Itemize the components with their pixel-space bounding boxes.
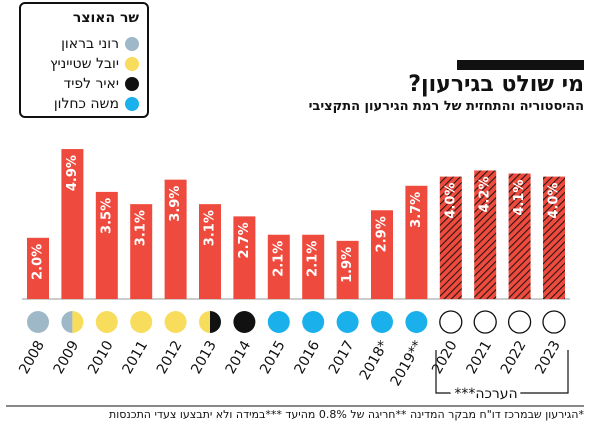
minister-dot-2012 xyxy=(164,311,187,333)
legend-item-kahlon: משה כחלון xyxy=(54,96,139,112)
bar-label-2008: 2.0% xyxy=(31,244,46,280)
bar-2013 xyxy=(199,204,221,299)
bar-label-2016: 2.1% xyxy=(306,241,321,277)
x-tick-2016: 2016 xyxy=(291,338,323,377)
bar-label-2017: 1.9% xyxy=(340,247,355,283)
bar-2023 xyxy=(543,176,565,299)
bar-label-2012: 3.9% xyxy=(168,186,183,222)
legend-label: משה כחלון xyxy=(53,96,119,112)
bar-label-2021: 4.2% xyxy=(478,176,493,212)
estimate-bracket xyxy=(435,350,569,394)
bar-2010 xyxy=(95,191,118,299)
minister-dot-2019** xyxy=(405,311,428,333)
bar-labels-group: 2.0% 4.9% 3.5% 3.1% 3.9% 3.1% 2.7% 2.1% 2.1% 1.9%… xyxy=(31,155,562,283)
bar-label-2009: 4.9% xyxy=(65,155,80,191)
title-accent-bar xyxy=(457,60,584,70)
bar-2022 xyxy=(508,173,531,299)
legend-dot xyxy=(125,37,139,51)
x-tick-2019**: 2019** xyxy=(388,338,427,389)
legend-dot xyxy=(125,57,139,71)
x-tick-2009: 2009 xyxy=(51,338,83,377)
x-tick-2020: 2020 xyxy=(429,338,461,377)
x-tick-2022: 2022 xyxy=(498,338,530,377)
legend-item-lapid: יאיר לפיד xyxy=(64,76,139,92)
bar-2008 xyxy=(27,237,49,299)
x-tick-2015: 2015 xyxy=(257,338,289,377)
x-tick-labels-group: 2008 2009 2010 2011 2012 2013 2014 2015 2016 2017… xyxy=(16,338,564,389)
legend: שר האוצר רוני בראון יובל שטייניץ יאיר לפ… xyxy=(19,2,149,118)
bar-label-2018*: 2.9% xyxy=(375,216,390,252)
minister-dot-2014 xyxy=(233,311,256,333)
footnote: *הגירעון שבמרכז דו"ח מבקר המדינה **חריגה… xyxy=(108,408,584,421)
minister-dot-2022 xyxy=(507,310,532,334)
x-tick-2018*: 2018* xyxy=(357,338,392,383)
legend-item-brown: רוני בראון xyxy=(61,36,139,52)
bar-label-2014: 2.7% xyxy=(237,222,252,258)
chart-title: מי שולט בגירעון? xyxy=(408,72,584,97)
minister-dot-2009 xyxy=(61,311,84,333)
minister-dot-2018* xyxy=(371,311,393,333)
chart-subtitle: ההיסטוריה והתחזית של רמת הגירעון התקציבי xyxy=(308,99,584,114)
x-tick-2010: 2010 xyxy=(85,338,117,377)
bar-2014 xyxy=(233,216,256,299)
minister-dot-2013 xyxy=(199,311,221,333)
minister-dot-2011 xyxy=(130,311,153,333)
bar-2015 xyxy=(267,234,290,299)
bar-2020 xyxy=(439,176,462,299)
bar-label-2023: 4.0% xyxy=(547,183,562,219)
legend-item-steinitz: יובל שטייניץ xyxy=(50,56,139,72)
bar-2021 xyxy=(474,170,497,299)
x-tick-2013: 2013 xyxy=(188,338,220,377)
bar-label-2020: 4.0% xyxy=(443,183,458,219)
x-tick-2012: 2012 xyxy=(154,338,186,377)
minister-dot-2020 xyxy=(439,310,463,334)
bar-2011 xyxy=(130,204,153,299)
bar-2018* xyxy=(371,210,393,299)
legend-dot xyxy=(125,77,139,91)
minister-dot-2010 xyxy=(95,311,118,333)
x-tick-2017: 2017 xyxy=(326,338,358,377)
bar-label-2015: 2.1% xyxy=(271,241,286,277)
bar-label-2011: 3.1% xyxy=(134,210,149,246)
minister-dot-2017 xyxy=(336,311,359,333)
legend-dot xyxy=(125,97,139,111)
x-tick-2011: 2011 xyxy=(119,338,151,377)
bar-2016 xyxy=(302,234,325,299)
bar-label-2010: 3.5% xyxy=(99,198,114,234)
minister-dots-group xyxy=(27,310,566,334)
estimate-label: הערכה*** xyxy=(454,386,517,402)
legend-label: יובל שטייניץ xyxy=(50,56,119,72)
minister-dot-2008 xyxy=(27,311,49,333)
bar-label-2019**: 3.7% xyxy=(409,192,424,228)
bar-2019** xyxy=(405,185,428,299)
minister-dot-2023 xyxy=(542,310,566,334)
x-tick-2008: 2008 xyxy=(16,338,48,377)
minister-dot-2021 xyxy=(473,310,497,334)
legend-label: רוני בראון xyxy=(61,36,119,52)
bar-label-2013: 3.1% xyxy=(203,210,218,246)
legend-label: יאיר לפיד xyxy=(63,76,119,92)
bar-2012 xyxy=(164,179,187,299)
x-tick-2014: 2014 xyxy=(223,338,255,377)
bar-2017 xyxy=(336,240,359,299)
legend-title: שר האוצר xyxy=(72,10,139,26)
minister-dot-2016 xyxy=(302,311,325,333)
bar-2009 xyxy=(61,149,84,299)
minister-dot-2015 xyxy=(267,311,290,333)
bar-label-2022: 4.1% xyxy=(512,180,527,216)
x-tick-2021: 2021 xyxy=(463,338,495,377)
bars-group xyxy=(27,149,565,299)
x-tick-2023: 2023 xyxy=(532,338,564,377)
